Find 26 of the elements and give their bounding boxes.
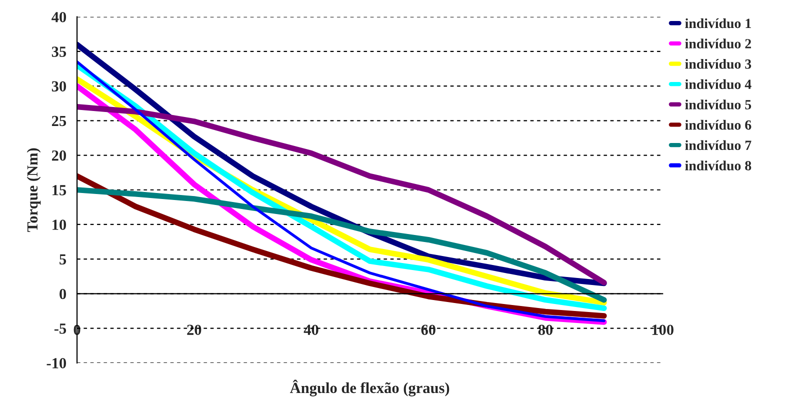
legend-label: indivíduo 6: [685, 120, 752, 130]
y-tick-label: 35: [52, 46, 66, 57]
x-tick-label: 100: [652, 324, 674, 335]
x-tick-label: 60: [421, 324, 436, 335]
legend-label: indivíduo 7: [685, 140, 752, 150]
y-tick-label: 5: [60, 254, 66, 265]
y-tick-label: -10: [46, 358, 66, 368]
legend-label: indivíduo 5: [685, 100, 752, 110]
x-tick-label: 20: [187, 324, 202, 335]
y-tick-label: 25: [52, 116, 66, 126]
x-tick-label: 40: [304, 324, 318, 335]
legend-label: indivíduo 2: [685, 38, 752, 48]
y-tick-label: 10: [52, 220, 66, 230]
y-tick-label: 0: [60, 288, 66, 300]
y-tick-label: -5: [54, 324, 66, 334]
y-tick-label: 30: [52, 81, 66, 92]
x-tick-label: 80: [538, 324, 553, 335]
legend-label: indivíduo 3: [685, 58, 752, 69]
y-tick-label: 15: [52, 185, 66, 196]
legend-label: indivíduo 1: [685, 18, 751, 28]
x-axis-title: Ângulo de flexão (graus): [290, 380, 450, 396]
y-axis-title: Torque (Nm): [26, 148, 41, 232]
legend-label: indivíduo 8: [685, 160, 752, 170]
y-tick-label: 40: [52, 12, 66, 22]
y-tick-label: 20: [52, 150, 66, 161]
legend-label: indivíduo 4: [685, 79, 752, 90]
